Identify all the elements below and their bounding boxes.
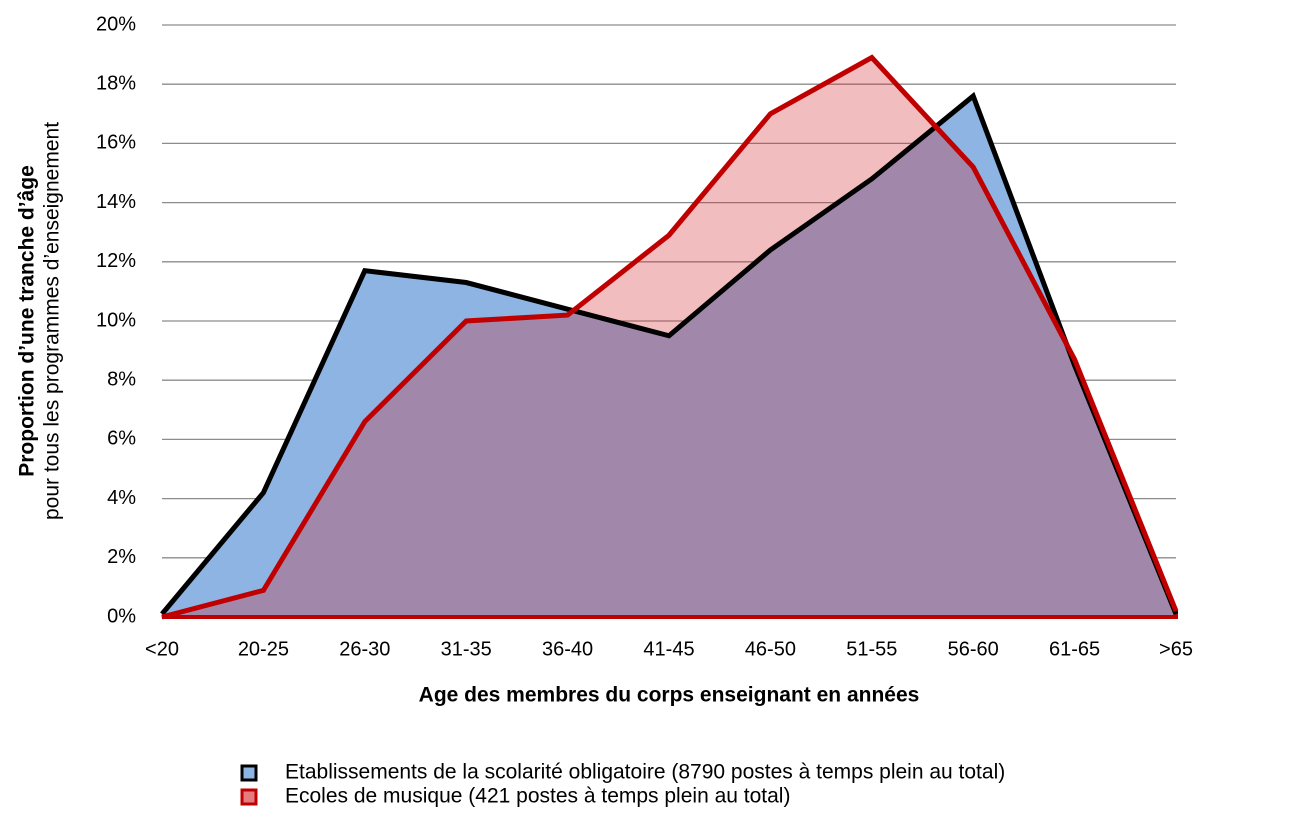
y-axis-subtitle: pour tous les programmes d’enseignement — [41, 122, 64, 520]
y-tick-label: 10% — [96, 309, 136, 331]
legend-marker — [240, 764, 258, 782]
x-tick-label: 20-25 — [238, 638, 289, 660]
x-tick-label: 56-60 — [948, 638, 999, 660]
y-tick-label: 2% — [107, 546, 136, 568]
y-axis-title: Proportion d’une tranche d’âge — [16, 165, 39, 477]
y-tick-label: 14% — [96, 191, 136, 213]
y-tick-label: 18% — [96, 72, 136, 94]
x-tick-label: 26-30 — [339, 638, 390, 660]
y-tick-label: 0% — [107, 605, 136, 627]
x-tick-label: 41-45 — [643, 638, 694, 660]
area — [162, 96, 1176, 618]
legend-label: Ecoles de musique (421 postes à temps pl… — [285, 785, 790, 808]
x-tick-label: <20 — [145, 638, 179, 660]
y-tick-label: 12% — [96, 250, 136, 272]
x-tick-label: 61-65 — [1049, 638, 1100, 660]
legend-label: Etablissements de la scolarité obligatoi… — [285, 761, 1005, 784]
legend-marker — [240, 788, 258, 806]
x-tick-label: 31-35 — [441, 638, 492, 660]
y-tick-label: 8% — [107, 368, 136, 390]
x-tick-label: 51-55 — [846, 638, 897, 660]
y-tick-label: 16% — [96, 132, 136, 154]
line — [161, 54, 1179, 620]
x-tick-label: >65 — [1159, 638, 1193, 660]
x-tick-label: 46-50 — [745, 638, 796, 660]
line — [160, 91, 1179, 616]
y-tick-label: 6% — [107, 428, 136, 450]
y-tick-label: 4% — [107, 487, 136, 509]
x-axis-title: Age des membres du corps enseignant en a… — [419, 684, 920, 707]
y-tick-label: 20% — [96, 13, 136, 35]
x-tick-label: 36-40 — [542, 638, 593, 660]
